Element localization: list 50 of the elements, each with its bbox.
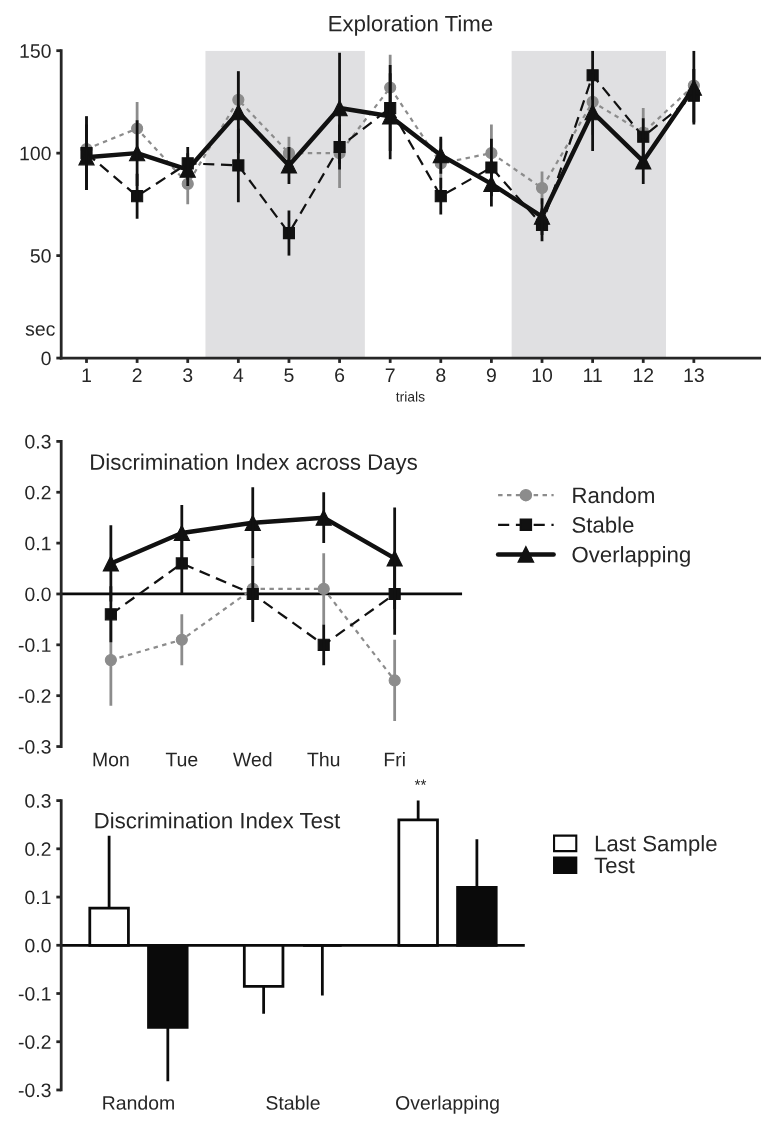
y-tick-label: 0.2 [25,842,51,857]
legend-label: Stable [572,516,634,533]
x-tick-label: Tue [165,752,198,767]
y-tick-label: -0.1 [18,986,51,1001]
x-tick-label: 10 [532,368,553,383]
x-tick-label: Wed [233,752,272,767]
y-tick-label: -0.3 [18,1083,51,1098]
x-tick-label: Thu [307,752,340,767]
y-tick-label: 0.2 [25,485,51,500]
y-tick-label: 0 [41,351,51,366]
y-tick-label: 0.3 [25,434,51,449]
y-tick-label: -0.2 [18,689,51,703]
y-tick-label: 0.0 [25,587,51,602]
legend-label: Last Sample [595,835,717,856]
y-tick-label: -0.2 [18,1035,51,1049]
y-tick-label: 0.1 [25,536,51,551]
text: ** [414,779,427,785]
x-tick-label: Fri [384,752,405,767]
x-tick-label: 3 [183,368,193,383]
x-tick-label: Random [103,1095,174,1110]
x-tick-label: 11 [584,368,602,382]
y-tick-label: 150 [20,44,51,58]
y-tick-label: 100 [20,146,51,161]
x-tick-label: 1 [82,368,91,382]
x-tick-label: 4 [233,368,244,382]
x-tick-label: 7 [385,368,395,382]
x-tick-label: 12 [633,368,654,382]
x-tick-label: 2 [132,368,142,382]
x-tick-label: Mon [93,752,129,767]
text: Discrimination Index across Days [91,453,417,475]
y-tick-label: 0.3 [25,794,51,808]
x-axis-title: trials [395,391,425,402]
legend-label: Random [573,486,654,504]
y-axis-title: sec [25,325,55,336]
x-tick-label: 6 [335,368,345,383]
chart-title: Discrimination Index Test [95,812,341,829]
x-tick-label: Overlapping [396,1095,499,1114]
y-tick-label: -0.1 [18,638,51,653]
y-tick-label: -0.3 [18,740,51,754]
legend-label: Test [594,857,635,874]
x-tick-label: 9 [486,368,496,383]
x-tick-label: 13 [684,368,704,383]
y-tick-label: 0.0 [25,938,51,953]
chart-title: Exploration Time [329,15,493,36]
x-tick-label: 5 [284,368,294,383]
x-tick-label: Stable [266,1095,320,1110]
legend-label: Overlapping [572,546,690,567]
y-tick-label: 0.1 [25,890,51,905]
x-tick-label: 8 [436,368,446,383]
y-tick-label: 50 [30,249,51,263]
